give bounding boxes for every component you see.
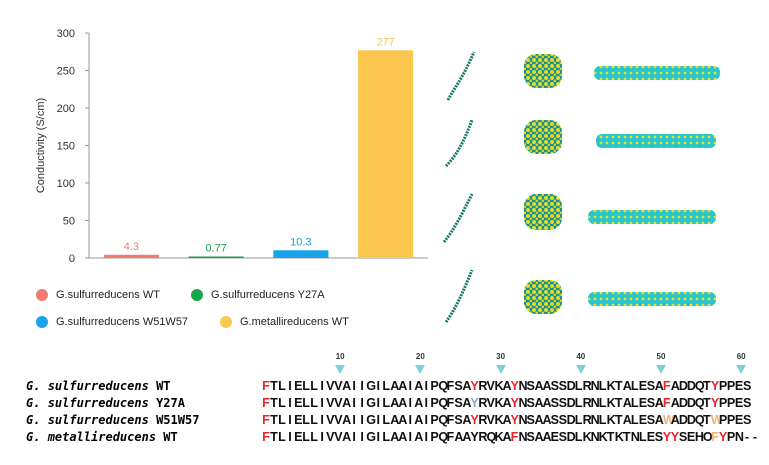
y-tick-label: 0 bbox=[69, 253, 75, 265]
genus: G. bbox=[26, 379, 41, 393]
y-axis-title: Conductivity (S/cm) bbox=[35, 98, 47, 193]
position-marker-label: 60 bbox=[736, 352, 746, 361]
y-tick-label: 250 bbox=[57, 66, 75, 78]
conductivity-bar-chart: 0 50 100 150 200 250 300 Conductivity (S/cm) 4.3… bbox=[35, 28, 428, 265]
alignment-row-name: G. sulfurreducens Y27A bbox=[26, 395, 185, 411]
y-tick-label: 200 bbox=[57, 103, 75, 115]
legend-swatch-gs-w51w57 bbox=[36, 316, 48, 328]
position-marker-label: 20 bbox=[415, 352, 425, 361]
alignment-row-name: G. metallireducens WT bbox=[26, 429, 178, 445]
sequence-alignment: 10 20 30 40 50 60 G. sulfurreducens WT FTL I EL… bbox=[0, 348, 769, 465]
species: sulfurreducens bbox=[47, 413, 149, 427]
strain: W51W57 bbox=[156, 413, 200, 427]
species: sulfurreducens bbox=[47, 396, 149, 410]
y-tick-label: 300 bbox=[57, 28, 75, 40]
bar-1 bbox=[103, 254, 159, 258]
position-marker-triangle bbox=[575, 365, 586, 374]
y-tick-label: 100 bbox=[57, 178, 75, 190]
legend-item-gs-wt: G.sulfurreducens WT bbox=[36, 289, 160, 301]
structure-row-3 bbox=[442, 193, 716, 243]
species: sulfurreducens bbox=[47, 379, 149, 393]
legend-swatch-gm-wt bbox=[220, 316, 232, 328]
bar-value-label-2: 0.77 bbox=[205, 243, 226, 255]
alignment-row-name: G. sulfurreducens WT bbox=[26, 378, 171, 394]
bar-value-label-3: 10.3 bbox=[290, 236, 311, 248]
position-marker-label: 40 bbox=[576, 352, 586, 361]
legend-label-gm-wt: G.metallireducens WT bbox=[240, 316, 349, 328]
legend-label-gs-w51w57: G.sulfurreducens W51W57 bbox=[56, 316, 189, 328]
bar-2 bbox=[188, 256, 244, 258]
legend-label-gs-y27a: G.sulfurreducens Y27A bbox=[211, 289, 325, 301]
genus: G. bbox=[26, 430, 41, 444]
strain: Y27A bbox=[156, 396, 185, 410]
legend-swatch-gs-y27a bbox=[191, 289, 203, 301]
strain: WT bbox=[156, 379, 171, 393]
legend-item-gs-y27a: G.sulfurreducens Y27A bbox=[191, 289, 325, 301]
position-marker-triangle bbox=[736, 365, 747, 374]
alignment-sequence: FTL I ELL I VVAI I GI LAAI AI PQFSAYRVKAYNSAASSDL… bbox=[262, 396, 752, 410]
bar-3 bbox=[273, 250, 329, 258]
species: metallireducens bbox=[47, 430, 157, 444]
position-marker-triangle bbox=[415, 365, 426, 374]
genus: G. bbox=[26, 396, 41, 410]
bar-4 bbox=[358, 50, 414, 258]
alignment-row-name: G. sulfurreducens W51W57 bbox=[26, 412, 199, 428]
legend-swatch-gs-wt bbox=[36, 289, 48, 301]
structure-row-4 bbox=[444, 269, 716, 323]
alignment-sequence: FTL I ELL I VVAI I GI LAAI AI PQFAAYRQKAFNSAAESDL… bbox=[262, 430, 758, 444]
structure-row-1 bbox=[446, 51, 720, 101]
position-marker-label: 10 bbox=[335, 352, 345, 361]
genus: G. bbox=[26, 413, 41, 427]
bar-value-label-1: 4.3 bbox=[124, 241, 139, 253]
position-marker-triangle bbox=[495, 365, 506, 374]
bar-value-label-4: 277 bbox=[376, 36, 394, 48]
alignment-sequence: FTL I ELL I VVAI I GI LAAI AI PQFSAYRVKAYNSAASSDL… bbox=[262, 413, 752, 427]
legend-item-gm-wt: G.metallireducens WT bbox=[220, 316, 349, 328]
alignment-sequence: FTL I ELL I VVAI I GI LAAI AI PQFSAYRVKAYNSAASSDL… bbox=[262, 379, 752, 393]
position-marker-label: 30 bbox=[496, 352, 506, 361]
strain: WT bbox=[163, 430, 178, 444]
position-marker-triangle bbox=[335, 365, 346, 374]
position-marker-triangle bbox=[655, 365, 666, 374]
y-tick-label: 150 bbox=[57, 141, 75, 153]
pilin-structure-renderings bbox=[442, 51, 720, 323]
position-marker-label: 50 bbox=[656, 352, 666, 361]
legend-label-gs-wt: G.sulfurreducens WT bbox=[56, 289, 160, 301]
legend-item-gs-w51w57: G.sulfurreducens W51W57 bbox=[36, 316, 188, 328]
structure-row-2 bbox=[444, 119, 716, 168]
y-tick-label: 50 bbox=[63, 216, 75, 228]
